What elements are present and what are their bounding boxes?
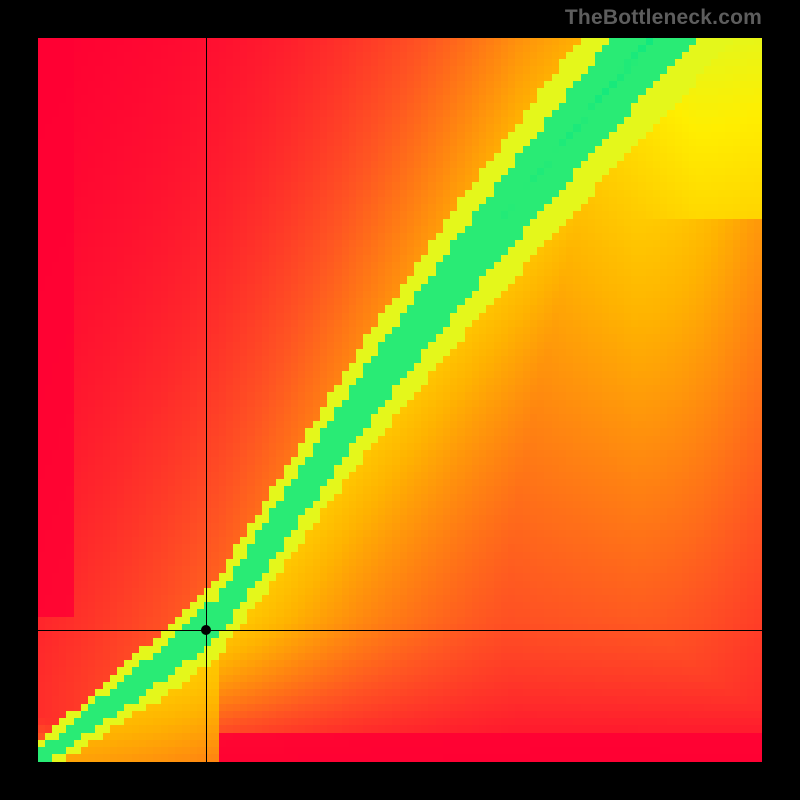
bottleneck-heatmap <box>38 38 762 762</box>
crosshair-vertical <box>206 38 207 762</box>
chart-frame: TheBottleneck.com <box>0 0 800 800</box>
attribution-text: TheBottleneck.com <box>565 6 762 30</box>
selected-point-marker <box>201 625 211 635</box>
crosshair-horizontal <box>38 630 762 631</box>
